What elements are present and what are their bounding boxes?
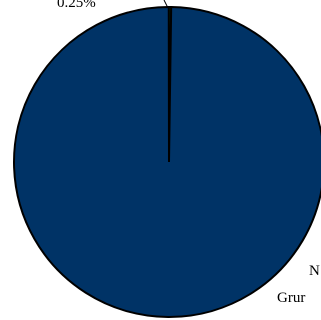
slices-layer bbox=[13, 5, 321, 318]
slice-category-label-line2: Grur bbox=[277, 290, 305, 306]
slice-leader-line bbox=[163, 0, 169, 9]
labels-layer: 0.25% N Grur bbox=[57, 0, 320, 306]
slice-percent-label: 0.25% bbox=[57, 0, 96, 11]
slice-category-label: N bbox=[309, 263, 320, 279]
pie-slice-0 bbox=[13, 5, 321, 318]
